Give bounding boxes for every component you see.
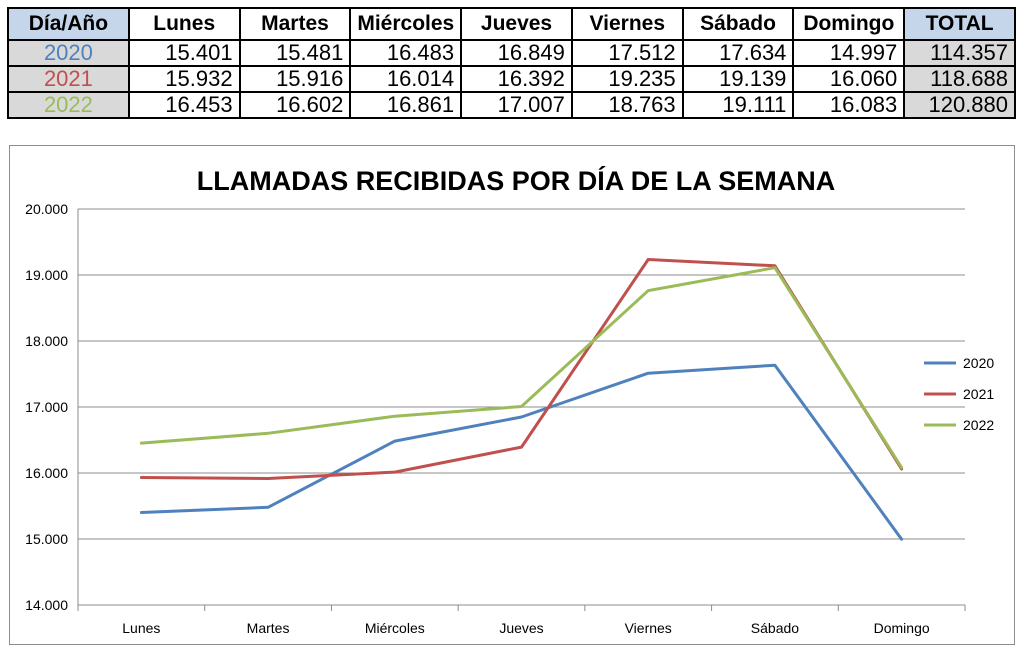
- x-tick-label: Domingo: [874, 620, 930, 636]
- y-tick-label: 17.000: [25, 399, 68, 415]
- y-tick-label: 14.000: [25, 597, 68, 613]
- value-cell: 14.997: [792, 39, 906, 67]
- header-cell-sabado: Sábado: [681, 7, 795, 41]
- legend-label-2022: 2022: [963, 417, 994, 433]
- legend-label-2020: 2020: [963, 355, 994, 371]
- x-tick-label: Martes: [247, 620, 290, 636]
- table-row: 2020 15.401 15.481 16.483 16.849 17.512 …: [7, 39, 1016, 67]
- y-tick-label: 16.000: [25, 465, 68, 481]
- header-cell-domingo: Domingo: [792, 7, 906, 41]
- value-cell: 19.139: [681, 65, 795, 93]
- value-cell: 16.392: [460, 65, 573, 93]
- value-cell: 17.512: [570, 39, 684, 67]
- header-cell-viernes: Viernes: [570, 7, 684, 41]
- value-cell: 15.932: [127, 65, 241, 93]
- value-cell: 18.763: [570, 91, 684, 119]
- value-cell: 16.602: [238, 91, 352, 119]
- value-cell: 16.483: [349, 39, 463, 67]
- total-cell: 118.688: [903, 65, 1016, 93]
- legend: 2020 2021 2022: [924, 355, 994, 433]
- header-cell-martes: Martes: [238, 7, 352, 41]
- y-tick-label: 20.000: [25, 201, 68, 217]
- table-header-row: Día/Año Lunes Martes Miércoles Jueves Vi…: [7, 7, 1016, 41]
- value-cell: 16.453: [127, 91, 241, 119]
- data-table-container: Día/Año Lunes Martes Miércoles Jueves Vi…: [7, 7, 1016, 119]
- value-cell: 15.481: [238, 39, 352, 67]
- value-cell: 17.634: [681, 39, 795, 67]
- table-row: 2021 15.932 15.916 16.014 16.392 19.235 …: [7, 65, 1016, 93]
- x-tick-label: Miércoles: [365, 620, 425, 636]
- year-cell: 2020: [7, 39, 130, 67]
- series-line-2022: [139, 266, 904, 469]
- value-cell: 19.235: [570, 65, 684, 93]
- series-line-2020: [139, 363, 904, 541]
- value-cell: 16.861: [349, 91, 463, 119]
- series-line-2021: [139, 258, 904, 480]
- value-cell: 16.014: [349, 65, 463, 93]
- header-cell-lunes: Lunes: [127, 7, 241, 41]
- y-tick-label: 19.000: [25, 267, 68, 283]
- value-cell: 16.849: [460, 39, 573, 67]
- y-tick-label: 15.000: [25, 531, 68, 547]
- table-row: 2022 16.453 16.602 16.861 17.007 18.763 …: [7, 91, 1016, 119]
- header-cell-miercoles: Miércoles: [349, 7, 463, 41]
- legend-label-2021: 2021: [963, 386, 994, 402]
- value-cell: 15.916: [238, 65, 352, 93]
- x-tick-label: Sábado: [751, 620, 799, 636]
- axes: 14.000 15.000 16.000 17.000 18.000 19.000 20.0…: [25, 201, 966, 636]
- x-tick-label: Jueves: [499, 620, 543, 636]
- year-cell: 2021: [7, 65, 130, 93]
- x-tick-label: Lunes: [122, 620, 160, 636]
- value-cell: 16.083: [792, 91, 906, 119]
- line-chart: LLAMADAS RECIBIDAS POR DÍA DE LA SEMANA …: [25, 165, 994, 636]
- x-tick-label: Viernes: [625, 620, 672, 636]
- value-cell: 19.111: [681, 91, 795, 119]
- chart-title: LLAMADAS RECIBIDAS POR DÍA DE LA SEMANA: [197, 165, 836, 196]
- value-cell: 16.060: [792, 65, 906, 93]
- y-tick-label: 18.000: [25, 333, 68, 349]
- year-cell: 2022: [7, 91, 130, 119]
- header-cell-dia-ano: Día/Año: [7, 7, 130, 41]
- total-cell: 120.880: [903, 91, 1016, 119]
- total-cell: 114.357: [903, 39, 1016, 67]
- chart-area: LLAMADAS RECIBIDAS POR DÍA DE LA SEMANA …: [9, 145, 1015, 645]
- series-lines: [139, 258, 904, 541]
- calls-table: Día/Año Lunes Martes Miércoles Jueves Vi…: [7, 7, 1016, 119]
- header-cell-total: TOTAL: [903, 7, 1016, 41]
- value-cell: 15.401: [127, 39, 241, 67]
- header-cell-jueves: Jueves: [460, 7, 573, 41]
- value-cell: 17.007: [460, 91, 573, 119]
- gridlines: [78, 208, 965, 606]
